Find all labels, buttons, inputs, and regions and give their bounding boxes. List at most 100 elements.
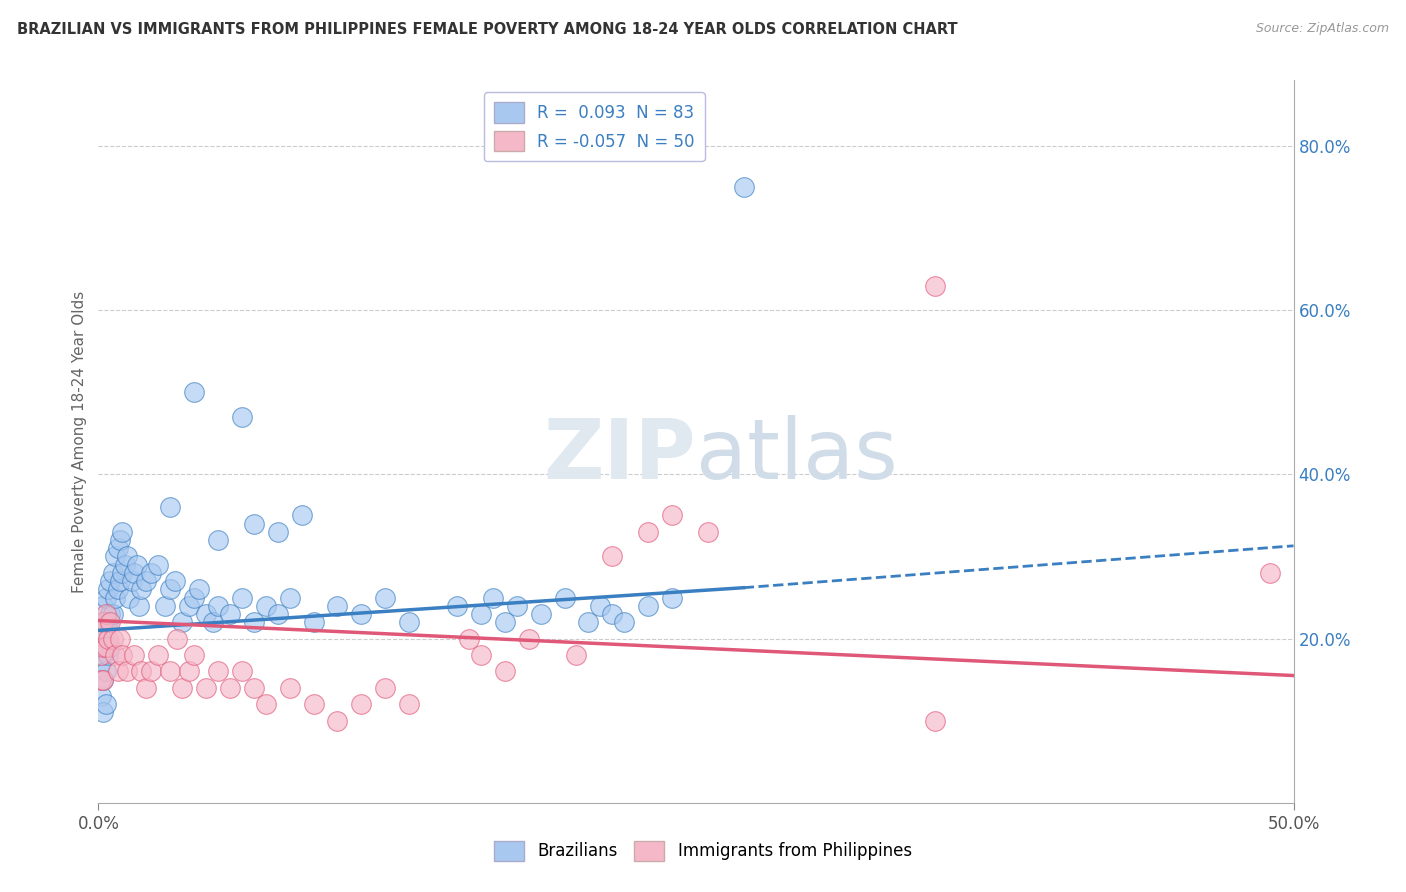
Point	[131, 582, 153, 597]
Point	[91, 673, 114, 687]
Point	[104, 648, 127, 662]
Point	[159, 582, 181, 597]
Legend: Brazilians, Immigrants from Philippines: Brazilians, Immigrants from Philippines	[488, 834, 918, 868]
Point	[91, 599, 114, 613]
Point	[187, 582, 209, 597]
Text: ZIP: ZIP	[544, 416, 696, 497]
Point	[219, 681, 242, 695]
Point	[470, 607, 492, 621]
Point	[131, 665, 153, 679]
Point	[924, 714, 946, 728]
Point	[326, 599, 349, 613]
Point	[637, 524, 659, 539]
Point	[231, 591, 253, 605]
Point	[207, 665, 229, 679]
Point	[374, 591, 396, 605]
Point	[111, 566, 134, 580]
Point	[172, 681, 194, 695]
Point	[159, 500, 181, 515]
Point	[254, 698, 277, 712]
Point	[398, 615, 420, 630]
Point	[90, 657, 112, 671]
Point	[733, 180, 755, 194]
Point	[267, 524, 290, 539]
Point	[470, 648, 492, 662]
Point	[278, 681, 301, 695]
Point	[107, 582, 129, 597]
Point	[94, 607, 117, 621]
Point	[91, 640, 114, 654]
Point	[111, 524, 134, 539]
Point	[128, 599, 150, 613]
Point	[148, 558, 170, 572]
Point	[302, 698, 325, 712]
Point	[139, 665, 162, 679]
Point	[97, 648, 120, 662]
Point	[172, 615, 194, 630]
Point	[114, 558, 136, 572]
Point	[94, 698, 117, 712]
Point	[94, 615, 117, 630]
Point	[589, 599, 612, 613]
Point	[118, 591, 141, 605]
Point	[219, 607, 242, 621]
Point	[697, 524, 720, 539]
Point	[101, 607, 124, 621]
Point	[924, 278, 946, 293]
Point	[554, 591, 576, 605]
Point	[90, 648, 112, 662]
Point	[207, 533, 229, 547]
Point	[1258, 566, 1281, 580]
Point	[446, 599, 468, 613]
Point	[94, 591, 117, 605]
Point	[374, 681, 396, 695]
Point	[291, 508, 314, 523]
Point	[90, 624, 112, 638]
Point	[108, 533, 131, 547]
Point	[494, 665, 516, 679]
Point	[613, 615, 636, 630]
Point	[231, 665, 253, 679]
Text: BRAZILIAN VS IMMIGRANTS FROM PHILIPPINES FEMALE POVERTY AMONG 18-24 YEAR OLDS CO: BRAZILIAN VS IMMIGRANTS FROM PHILIPPINES…	[17, 22, 957, 37]
Point	[90, 689, 112, 703]
Point	[254, 599, 277, 613]
Point	[135, 574, 157, 588]
Point	[91, 615, 114, 630]
Point	[91, 624, 114, 638]
Point	[107, 541, 129, 556]
Text: atlas: atlas	[696, 416, 897, 497]
Point	[124, 566, 146, 580]
Point	[121, 574, 143, 588]
Point	[494, 615, 516, 630]
Point	[207, 599, 229, 613]
Point	[139, 566, 162, 580]
Point	[91, 706, 114, 720]
Point	[243, 681, 266, 695]
Point	[108, 632, 131, 646]
Point	[97, 615, 120, 630]
Point	[517, 632, 540, 646]
Point	[179, 599, 201, 613]
Point	[179, 665, 201, 679]
Point	[163, 574, 186, 588]
Point	[98, 615, 122, 630]
Point	[458, 632, 481, 646]
Point	[267, 607, 290, 621]
Point	[90, 615, 112, 630]
Point	[104, 549, 127, 564]
Point	[98, 640, 122, 654]
Point	[98, 607, 122, 621]
Point	[159, 665, 181, 679]
Point	[166, 632, 188, 646]
Point	[94, 640, 117, 654]
Point	[94, 640, 117, 654]
Point	[506, 599, 529, 613]
Point	[115, 665, 138, 679]
Point	[243, 615, 266, 630]
Point	[94, 665, 117, 679]
Point	[183, 648, 205, 662]
Point	[111, 648, 134, 662]
Point	[202, 615, 225, 630]
Point	[661, 508, 683, 523]
Point	[350, 698, 373, 712]
